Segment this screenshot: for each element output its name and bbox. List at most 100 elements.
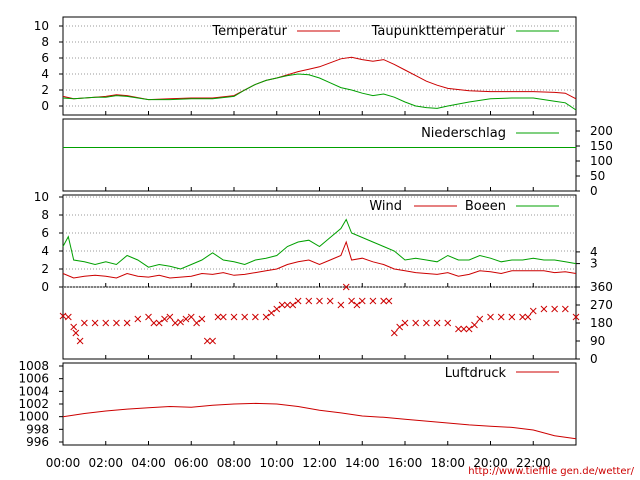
y-tick-label: 10 <box>34 19 49 33</box>
series-boeen-line <box>62 218 577 270</box>
direction-point <box>465 325 473 333</box>
y-tick-label: 1004 <box>18 384 49 398</box>
direction-point-stroke <box>134 315 142 323</box>
direction-point <box>91 319 99 327</box>
y-tick-label: 10 <box>34 190 49 204</box>
y-tick-label-right: 90 <box>590 334 605 348</box>
direction-point <box>455 325 462 333</box>
direction-point <box>76 337 84 345</box>
direction-point-stroke <box>193 319 200 327</box>
direction-point <box>433 319 441 327</box>
direction-point-stroke <box>166 313 174 321</box>
direction-point-stroke <box>358 297 366 305</box>
direction-point <box>396 323 404 331</box>
direction-point-stroke <box>76 337 84 345</box>
direction-point-stroke <box>471 321 478 329</box>
direction-point <box>358 297 366 305</box>
direction-point <box>193 319 200 327</box>
direction-point-stroke <box>123 319 131 327</box>
direction-point <box>353 301 361 309</box>
direction-point-stroke <box>150 319 158 327</box>
direction-point <box>81 319 88 327</box>
y-tick-label: 4 <box>41 244 49 258</box>
direction-point <box>487 313 494 321</box>
direction-point <box>423 319 430 327</box>
direction-point <box>241 313 249 321</box>
y-tick-label-right: 180 <box>590 316 613 330</box>
y-tick-label: 996 <box>26 435 49 449</box>
direction-point-stroke <box>241 313 249 321</box>
direction-point <box>155 319 163 327</box>
direction-point <box>508 313 516 321</box>
direction-point-stroke <box>155 319 163 327</box>
x-tick-label: 10:00 <box>259 456 294 470</box>
direction-point-stroke <box>268 309 275 317</box>
direction-point <box>471 321 478 329</box>
y-tick-label: 6 <box>41 51 49 65</box>
direction-point-stroke <box>113 319 120 327</box>
direction-point-stroke <box>59 312 67 320</box>
direction-point-stroke <box>72 329 80 337</box>
direction-point-stroke <box>385 297 393 305</box>
direction-point <box>476 315 484 323</box>
x-tick-label: 02:00 <box>88 456 123 470</box>
direction-point-stroke <box>209 337 216 345</box>
direction-point-stroke <box>305 297 313 305</box>
direction-point-stroke <box>316 297 323 305</box>
direction-point <box>214 313 222 321</box>
direction-point-stroke <box>214 313 222 321</box>
direction-point <box>401 319 409 327</box>
y-tick-label-right: 100 <box>590 154 613 168</box>
direction-point <box>284 301 291 309</box>
y-tick-label: 2 <box>41 83 49 97</box>
y-tick-label-right: 360 <box>590 280 613 294</box>
direction-point <box>219 313 227 321</box>
direction-point <box>187 313 195 321</box>
legend-boeen-label: Boeen <box>465 199 506 214</box>
direction-point-stroke <box>294 297 302 305</box>
direction-point-stroke <box>102 319 110 327</box>
legend-wind-label: Wind <box>369 199 402 214</box>
direction-point <box>145 313 152 321</box>
direction-point-stroke <box>476 315 484 323</box>
direction-point-stroke <box>81 319 88 327</box>
direction-point <box>182 315 190 323</box>
direction-point-stroke <box>561 305 569 313</box>
direction-point <box>198 315 206 323</box>
direction-point-stroke <box>519 313 526 321</box>
x-tick-label: 22:00 <box>516 456 551 470</box>
direction-point-stroke <box>497 313 505 321</box>
legend-temperatur-label: Temperatur <box>211 24 287 39</box>
direction-point <box>278 301 286 309</box>
direction-point-stroke <box>70 323 78 331</box>
x-tick-label: 14:00 <box>345 456 380 470</box>
y-tick-label: 8 <box>41 208 49 222</box>
x-tick-label: 06:00 <box>174 456 209 470</box>
x-tick-label: 16:00 <box>388 456 423 470</box>
y-tick-label-right: 150 <box>590 139 613 153</box>
direction-point-stroke <box>401 319 409 327</box>
direction-point-stroke <box>219 313 227 321</box>
direction-point <box>326 297 334 305</box>
direction-point <box>268 309 275 317</box>
direction-point-stroke <box>252 313 259 321</box>
credit-url: http://www.tiefflie gen.de/wetter/ <box>468 466 634 477</box>
direction-point-stroke <box>396 323 404 331</box>
direction-point-stroke <box>64 313 72 321</box>
direction-point-stroke <box>551 305 558 313</box>
direction-point <box>337 301 345 309</box>
direction-point <box>497 313 505 321</box>
direction-point <box>316 297 323 305</box>
direction-point-stroke <box>284 301 291 309</box>
direction-point-stroke <box>540 305 548 313</box>
direction-point-stroke <box>487 313 494 321</box>
y-tick-label: 2 <box>41 262 49 276</box>
direction-point-stroke <box>278 301 286 309</box>
y-tick-label-right: 200 <box>590 124 613 138</box>
direction-point-stroke <box>273 305 281 313</box>
direction-point <box>273 305 281 313</box>
direction-point <box>171 319 179 327</box>
direction-point <box>551 305 558 313</box>
y-tick-label: 6 <box>41 226 49 240</box>
